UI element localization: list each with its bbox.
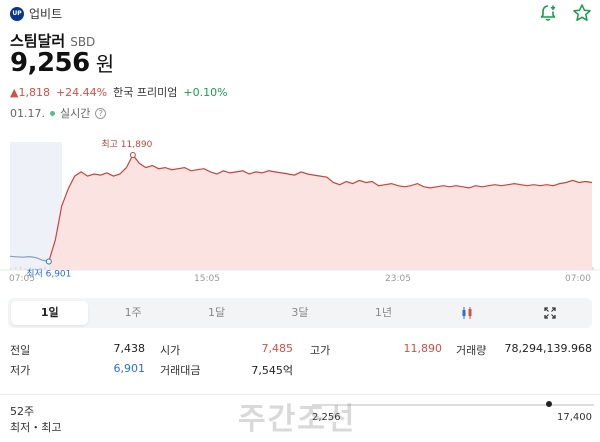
- coin-name: 스팀달러: [10, 32, 66, 50]
- expand-icon[interactable]: [512, 301, 589, 325]
- change-amount: ▲1,818: [10, 85, 50, 99]
- volume-bar: [24, 268, 27, 270]
- exchange-header: UP 업비트: [10, 5, 62, 22]
- week52-low: 2,256: [312, 412, 341, 423]
- x-tick-label: 07:05: [9, 274, 35, 284]
- divider: [0, 394, 600, 395]
- stats-row-1: 전일 7,438 시가 7,485 고가 11,890 거래량 78,294,1…: [10, 342, 595, 362]
- tab-1d[interactable]: 1일: [11, 301, 89, 325]
- chart-line-pre: [9, 255, 49, 262]
- premium-label: 한국 프리미엄: [113, 86, 178, 99]
- low-value: 6,901: [113, 362, 146, 375]
- volume-label: 거래량: [456, 344, 487, 357]
- period-tabs: 1일 1주 1달 3달 1년: [8, 298, 592, 328]
- exchange-name: 업비트: [29, 7, 63, 21]
- date-label: 01.17.: [10, 106, 45, 120]
- price-unit: 원: [95, 52, 115, 76]
- turnover-label: 거래대금: [160, 364, 201, 377]
- open-label: 시가: [160, 344, 181, 357]
- x-tick-label: 07:00: [565, 274, 591, 284]
- watermark-logo: 주간조선: [238, 402, 357, 437]
- star-icon[interactable]: [572, 3, 592, 23]
- stats-row-2: 저가 6,901 거래대금 7,545억: [10, 362, 595, 382]
- high-marker: [129, 152, 136, 159]
- chart-line: [48, 153, 593, 262]
- x-tick-label: 23:05: [385, 274, 411, 284]
- high-annotation: 최고 11,890: [101, 139, 152, 150]
- bell-plus-icon[interactable]: [538, 3, 558, 23]
- volume-bar: [592, 267, 594, 270]
- current-price: 9,256 원: [10, 48, 114, 78]
- week52-title: 52주: [10, 405, 35, 418]
- header-actions: [538, 3, 592, 23]
- premium-value: +0.10%: [183, 85, 228, 99]
- high-label: 고가: [310, 344, 331, 357]
- change-percent: +24.44%: [55, 85, 108, 99]
- help-icon[interactable]: ?: [95, 107, 107, 119]
- week52-range-marker: [545, 401, 552, 407]
- week52-subtitle: 최저・최고: [10, 421, 62, 434]
- prev-close-label: 전일: [10, 344, 31, 357]
- change-info: ▲1,818 +24.44% 한국 프리미엄 +0.10%: [10, 84, 228, 100]
- time-info: 01.17. 실시간 ?: [10, 105, 107, 121]
- high-value: 11,890: [403, 342, 443, 355]
- week52-label: 52주 최저・최고: [10, 404, 61, 436]
- volume-bar: [19, 266, 22, 270]
- x-tick-label: 15:05: [194, 274, 220, 284]
- stats-panel: 전일 7,438 시가 7,485 고가 11,890 거래량 78,294,1…: [10, 342, 595, 382]
- up-triangle-icon: ▲: [10, 85, 19, 99]
- realtime-label: 실시간: [60, 107, 91, 120]
- volume-bar: [29, 267, 32, 270]
- price-value: 9,256: [10, 48, 90, 78]
- low-label: 저가: [10, 364, 31, 377]
- tab-1m[interactable]: 1달: [207, 306, 226, 319]
- live-dot-icon: [50, 110, 55, 116]
- volume-bar: [39, 267, 41, 270]
- volume-bar: [34, 268, 37, 270]
- week52-range-bar: [312, 404, 594, 406]
- price-chart[interactable]: 최고 11,890 최저 6,901 07:05 15:05 23:05 07:00: [0, 138, 600, 288]
- prev-close-value: 7,438: [113, 342, 146, 355]
- open-value: 7,485: [261, 342, 294, 355]
- tab-3m[interactable]: 3달: [291, 306, 309, 319]
- volume-bar: [14, 267, 17, 270]
- low-marker: [45, 258, 52, 265]
- chart-area: [48, 155, 593, 270]
- coin-symbol: SBD: [70, 35, 96, 49]
- tab-1w[interactable]: 1주: [124, 306, 142, 319]
- volume-bar: [44, 266, 46, 270]
- candlestick-icon[interactable]: [428, 301, 505, 325]
- coin-title: 스팀달러 SBD: [10, 30, 95, 51]
- week52-high: 17,400: [557, 412, 592, 423]
- upbit-logo: UP: [10, 6, 24, 21]
- tab-1y[interactable]: 1년: [374, 306, 392, 319]
- volume-value: 78,294,139.968: [504, 342, 592, 355]
- low-annotation: 최저 6,901: [26, 268, 71, 279]
- volume-bar: [10, 268, 12, 270]
- turnover-value: 7,545억: [251, 364, 293, 377]
